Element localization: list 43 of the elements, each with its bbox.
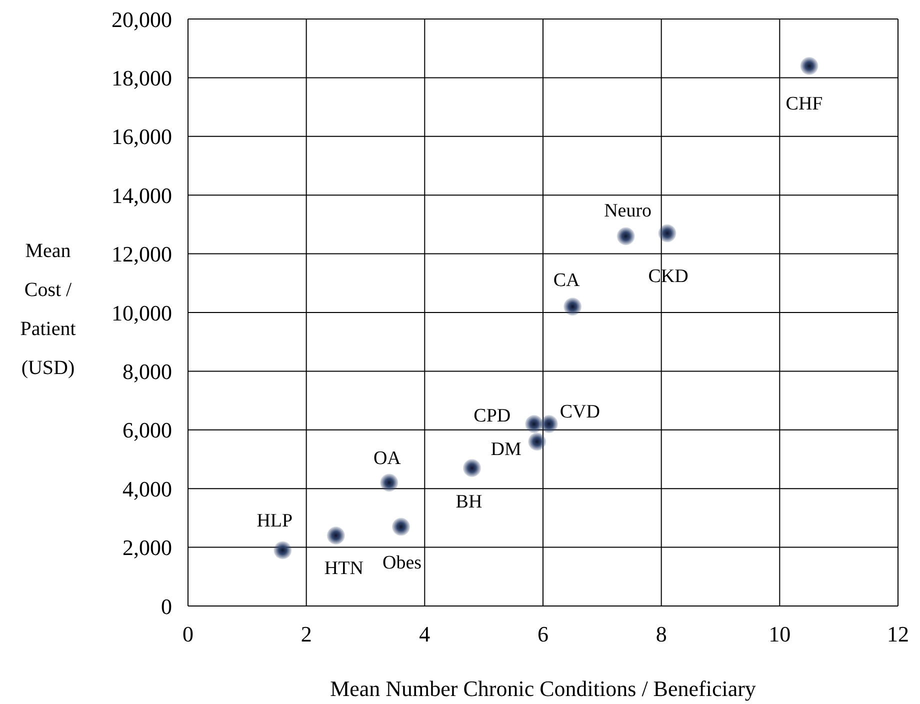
- y-tick-label: 6,000: [122, 418, 172, 443]
- x-tick-label: 4: [419, 622, 430, 647]
- point: [616, 227, 635, 246]
- annotation: Obes: [382, 552, 422, 574]
- annotation: CVD: [560, 402, 600, 423]
- x-tick-label: 8: [656, 622, 667, 647]
- point: [274, 541, 292, 560]
- point: [326, 526, 345, 545]
- annotation: CPD: [474, 406, 511, 427]
- y-tick-label: 10,000: [112, 300, 172, 326]
- point: [525, 415, 544, 434]
- annotation: OA: [373, 448, 402, 470]
- x-tick-label: 0: [182, 622, 194, 647]
- annotation: DM: [490, 439, 522, 460]
- point: [528, 432, 546, 451]
- point: [392, 518, 410, 536]
- annotation: BH: [456, 492, 482, 513]
- y-tick-label: 4,000: [122, 476, 172, 502]
- y-tick-label: 8,000: [122, 359, 172, 384]
- x-tick-label: 12: [887, 622, 909, 647]
- y-tick-label: 14,000: [112, 182, 172, 208]
- point: [380, 474, 398, 492]
- point: [658, 224, 676, 242]
- point: [463, 459, 481, 478]
- y-tick-label: 18,000: [112, 66, 172, 91]
- y-tick-label: 0: [161, 594, 172, 619]
- x-axis-title: Mean Number Chronic Conditions / Beneficiary: [330, 676, 756, 701]
- point: [800, 56, 818, 75]
- annotation: HTN: [324, 558, 364, 580]
- point: [540, 415, 558, 434]
- y-tick-label: 12,000: [112, 242, 172, 267]
- x-tick-label: 6: [538, 622, 548, 647]
- annotation: Neuro: [604, 200, 652, 222]
- annotation: CA: [553, 270, 580, 292]
- y-tick-label: 20,000: [112, 6, 172, 32]
- y-tick-label: 16,000: [112, 124, 172, 150]
- y-tick-label: 2,000: [122, 535, 172, 560]
- annotation: HLP: [256, 510, 293, 532]
- x-tick-label: 10: [768, 622, 791, 647]
- annotation: CHF: [786, 93, 823, 114]
- point: [564, 298, 582, 316]
- x-tick-label: 2: [300, 622, 312, 647]
- y-axis-title: Mean Cost / Patient (USD): [19, 239, 77, 381]
